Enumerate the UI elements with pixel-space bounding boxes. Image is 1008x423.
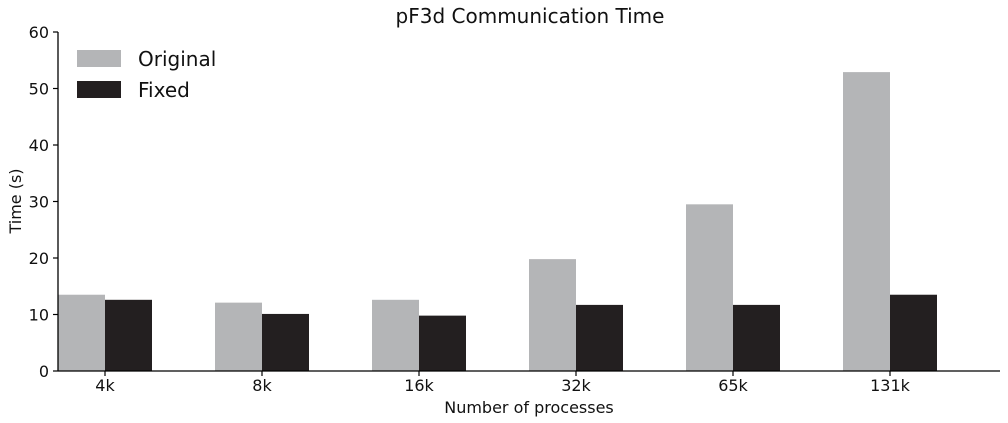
x-tick-label: 65k bbox=[718, 376, 748, 395]
bar-original-131k bbox=[843, 72, 890, 372]
x-tick-label: 4k bbox=[95, 376, 115, 395]
y-tick-label: 20 bbox=[29, 249, 49, 268]
bar-original-16k bbox=[372, 299, 419, 371]
chart-title: pF3d Communication Time bbox=[396, 4, 665, 28]
x-tick-label: 131k bbox=[870, 376, 911, 395]
x-tick-label: 8k bbox=[252, 376, 272, 395]
bar-original-65k bbox=[686, 204, 733, 371]
x-tick-label: 16k bbox=[404, 376, 434, 395]
x-axis-ticks: 4k 8k 16k 32k 65k 131k bbox=[95, 371, 911, 395]
bars-group bbox=[58, 72, 937, 372]
legend-label-fixed: Fixed bbox=[138, 78, 190, 102]
y-tick-label: 30 bbox=[29, 193, 49, 212]
x-tick-label: 32k bbox=[561, 376, 591, 395]
y-tick-label: 60 bbox=[29, 23, 49, 42]
bar-fixed-4k bbox=[105, 299, 152, 371]
bar-original-4k bbox=[58, 294, 105, 371]
bar-fixed-32k bbox=[576, 304, 623, 371]
y-tick-label: 10 bbox=[29, 306, 49, 325]
x-axis-label: Number of processes bbox=[444, 398, 614, 417]
y-tick-label: 50 bbox=[29, 80, 49, 99]
bar-original-32k bbox=[529, 259, 576, 371]
legend-swatch-original bbox=[77, 50, 121, 67]
y-tick-label: 0 bbox=[39, 362, 49, 381]
bar-fixed-131k bbox=[890, 294, 937, 371]
y-axis-label: Time (s) bbox=[6, 168, 25, 234]
bar-original-8k bbox=[215, 302, 262, 371]
y-axis-ticks: 0 10 20 30 40 50 60 bbox=[29, 23, 58, 381]
bar-fixed-8k bbox=[262, 313, 309, 371]
legend-label-original: Original bbox=[138, 47, 216, 71]
y-tick-label: 40 bbox=[29, 136, 49, 155]
legend-swatch-fixed bbox=[77, 81, 121, 98]
bar-fixed-16k bbox=[419, 315, 466, 371]
bar-fixed-65k bbox=[733, 304, 780, 371]
legend: Original Fixed bbox=[77, 47, 216, 102]
